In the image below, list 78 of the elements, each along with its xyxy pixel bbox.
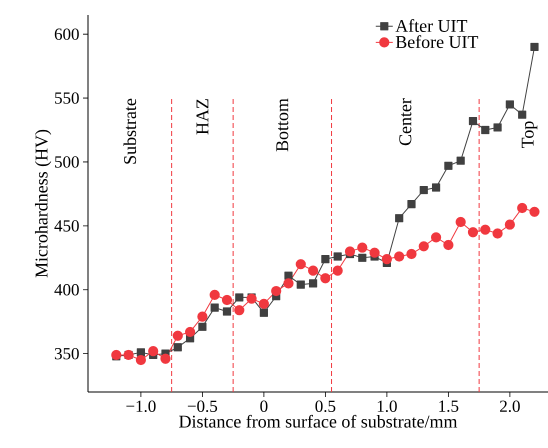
point: [456, 156, 465, 165]
point: [271, 286, 282, 296]
point: [382, 254, 392, 264]
point: [234, 305, 244, 316]
point: [222, 294, 232, 306]
annotation: Bottom: [276, 98, 288, 152]
point: [418, 241, 429, 252]
point: [283, 278, 294, 288]
legend-label: After UIT: [395, 19, 468, 32]
y-tick-label: 550: [55, 92, 79, 104]
point: [530, 42, 539, 52]
point: [296, 280, 305, 289]
y-axis-title: Microhardness (HV): [34, 130, 52, 278]
y-tick-label: 350: [54, 348, 79, 360]
legend-label: Before UIT: [396, 35, 478, 48]
point: [430, 232, 442, 242]
point: [210, 304, 219, 312]
annotation: Top: [522, 121, 538, 148]
point: [321, 254, 330, 264]
point: [456, 216, 466, 228]
y-tick-label: 500: [55, 156, 79, 168]
point: [136, 354, 146, 366]
point: [517, 202, 528, 214]
point: [198, 322, 206, 331]
point: [172, 330, 183, 341]
point: [504, 219, 515, 230]
y-tick-label: 450: [54, 220, 79, 232]
point: [395, 214, 404, 222]
point: [369, 248, 380, 258]
annotation: Center: [399, 98, 412, 146]
x-tick-label: 2.0: [500, 400, 520, 412]
point: [358, 254, 366, 262]
point: [529, 206, 540, 217]
x-tick-label: 0.5: [315, 400, 336, 412]
point: [357, 242, 368, 253]
point: [480, 224, 490, 235]
point: [406, 248, 417, 260]
point: [184, 326, 196, 338]
point: [260, 308, 268, 317]
x-tick-label: 1.0: [378, 400, 397, 412]
point: [160, 354, 171, 364]
point: [493, 123, 502, 132]
y-tick-label: 600: [54, 28, 79, 40]
point: [481, 126, 490, 134]
point: [334, 252, 342, 261]
annotation: Substrate: [124, 98, 136, 164]
y-tick-label: 400: [54, 284, 79, 296]
x-tick-label: −0.5: [188, 400, 218, 412]
point: [420, 186, 428, 194]
point: [308, 279, 318, 288]
point: [468, 227, 478, 238]
x-tick-label: 0: [260, 400, 268, 412]
point: [492, 228, 503, 239]
point: [443, 240, 454, 250]
point: [174, 343, 182, 352]
point: [468, 116, 478, 126]
annotation: HAZ: [196, 99, 208, 134]
point: [394, 251, 404, 262]
x-tick-label: −1.0: [126, 400, 156, 412]
point: [222, 307, 232, 316]
point: [235, 293, 244, 302]
point: [506, 100, 514, 109]
point: [432, 183, 440, 192]
point: [111, 350, 122, 360]
x-tick-label: 1.5: [439, 400, 458, 412]
point: [344, 246, 356, 257]
point: [332, 265, 343, 276]
point: [296, 259, 306, 270]
point: [258, 298, 269, 309]
point: [320, 273, 330, 284]
point: [407, 200, 416, 208]
point: [148, 346, 158, 356]
point: [197, 312, 208, 322]
point: [308, 265, 318, 276]
point: [518, 110, 526, 119]
point: [210, 290, 220, 300]
x-axis-title: Distance from surface of substrate/mm: [179, 414, 458, 428]
point: [444, 162, 452, 170]
